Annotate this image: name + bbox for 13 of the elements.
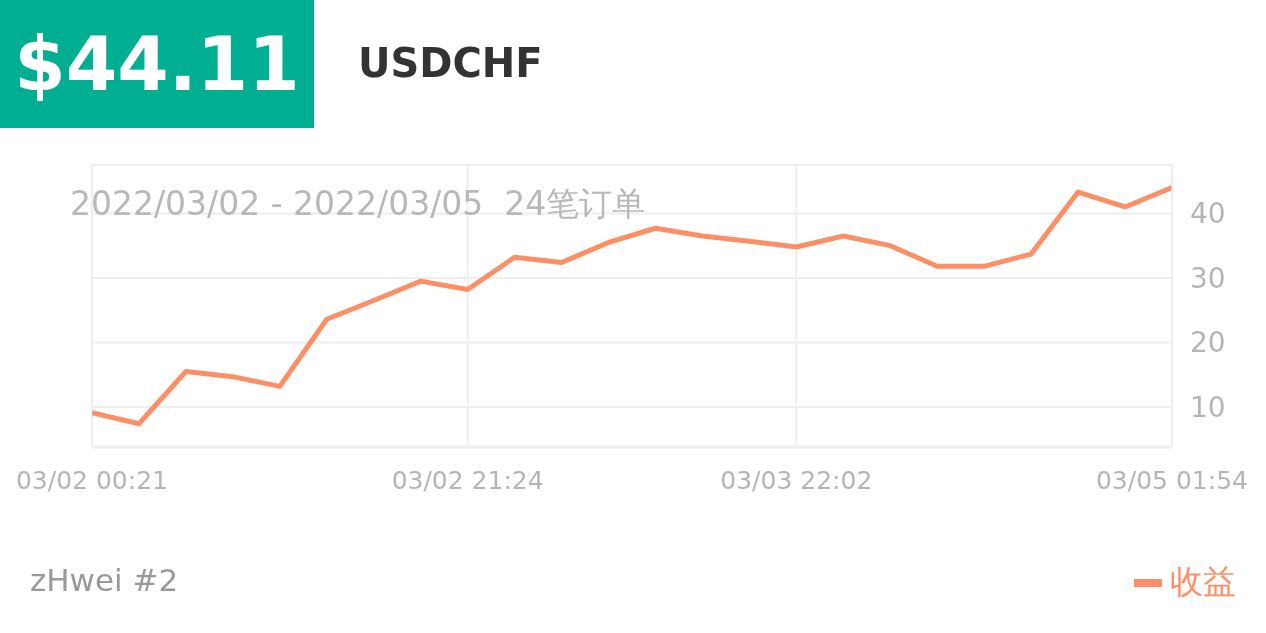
x-tick-label: 03/02 21:24 (391, 465, 544, 495)
y-tick-label: 10 (1190, 390, 1226, 424)
x-tick-label: 03/03 22:02 (720, 465, 873, 495)
y-tick-label: 20 (1190, 326, 1226, 360)
chart-subtitle: USDCHF (358, 40, 543, 86)
chart-title: $44.11 (14, 21, 300, 107)
y-tick-label: 40 (1190, 197, 1226, 231)
text: zHwei #2 (30, 562, 179, 598)
x-tick-label: 03/05 01:54 (1095, 465, 1249, 495)
legend-label: 收益 (1170, 561, 1236, 603)
x-tick-label: 03/02 00:21 (15, 465, 169, 495)
y-tick-label: 30 (1190, 261, 1226, 295)
annotation: 2022/03/02 - 2022/03/05 24笔订单 (70, 183, 646, 225)
